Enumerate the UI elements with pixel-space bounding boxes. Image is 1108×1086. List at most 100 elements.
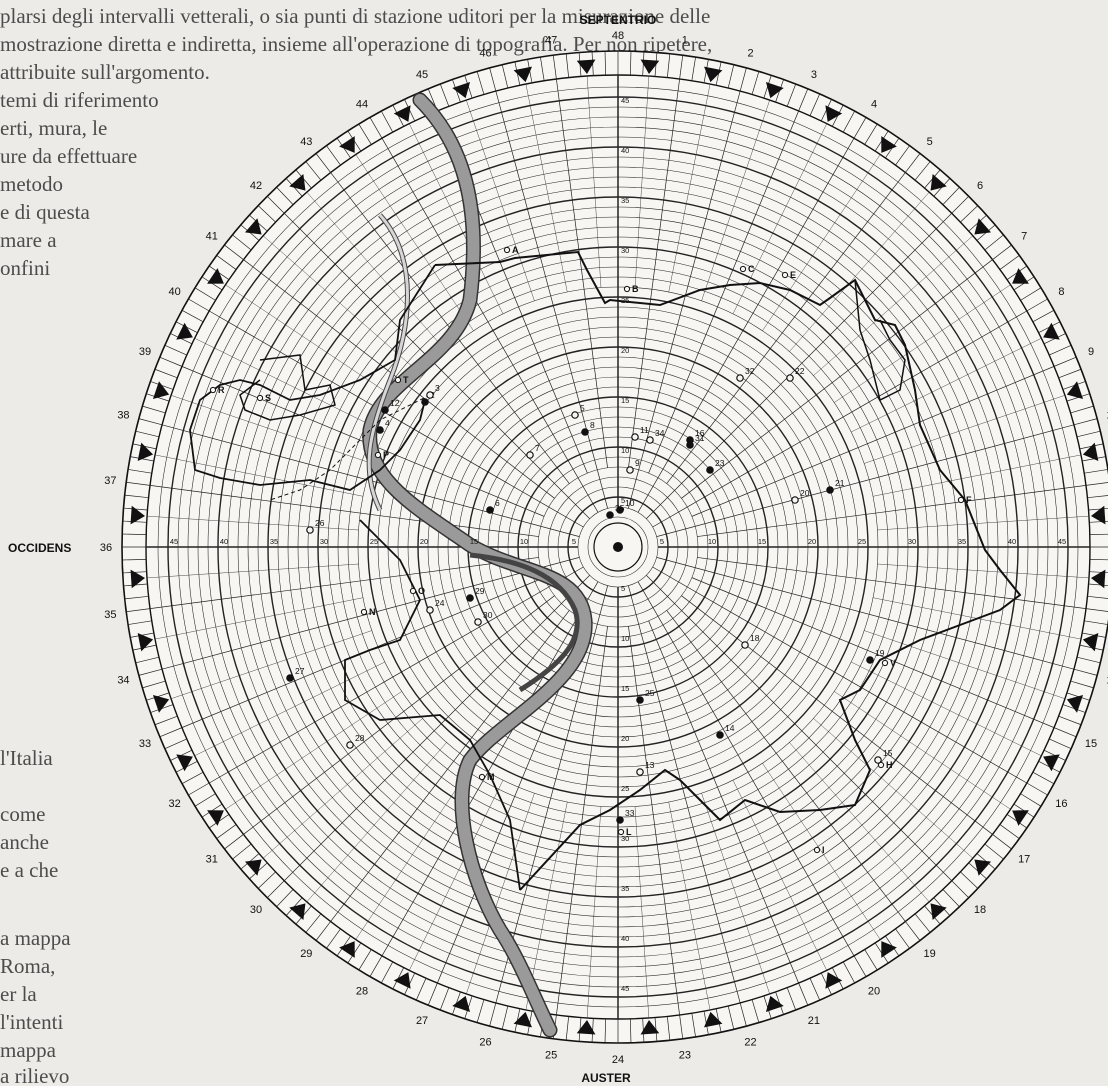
sector-number: 20 [868,985,880,997]
ring-distance-label: 35 [621,884,629,893]
outer-wall-route [434,250,1022,891]
sector-number: 24 [612,1054,624,1066]
sector-marker [1090,569,1106,589]
graduated-border [122,51,1108,1043]
ring-distance-label: 15 [621,396,629,405]
survey-point-number: 31 [695,433,705,443]
survey-point [686,441,694,449]
border-tick [786,987,797,1011]
bg-line-1: plarsi degli intervalli vetterali, o sia… [0,4,711,28]
route-letter: M [487,772,495,782]
border-tick [842,961,855,984]
route-vertex [409,587,417,595]
border-tick [315,153,331,173]
route-letter: T [403,375,409,385]
survey-point [716,731,724,739]
sector-number: 31 [206,854,218,866]
fine-radial-line [877,563,1090,579]
border-tick [999,255,1020,270]
wall-routes [189,246,1022,891]
border-tick [128,469,152,474]
ring-distance-label: 45 [621,96,629,105]
sector-marker [881,136,897,153]
ring-distance-label: 10 [621,446,629,455]
radial-line [656,424,1075,537]
bg-line-3: attribuite sull'argomento. [0,60,210,84]
border-tick [476,999,485,1023]
sector-number: 33 [139,738,151,750]
bg-line-12: come [0,802,46,826]
route-letter: V [890,658,896,668]
radial-line [556,78,608,468]
bg-line-6: ure da effettuare [0,144,138,168]
border-tick [809,978,821,1001]
minor-ring [587,516,649,578]
border-tick [439,987,450,1011]
radial-line [283,212,590,519]
border-tick [853,955,867,977]
radial-line [646,575,953,882]
map-labels: 4812345678910111213141516171819202122232… [100,30,1108,1066]
survey-point [376,426,384,434]
survey-point [631,433,639,441]
sector-marker [1012,810,1029,826]
border-tick [1053,727,1077,738]
sector-marker [244,859,262,876]
border-tick [489,67,497,92]
sector-number: 34 [117,675,129,687]
border-tick [951,880,969,898]
sector-number: 22 [744,1037,756,1049]
river-bend [469,552,580,693]
ring-distance-label: 20 [621,734,629,743]
border-tick [224,834,244,850]
fine-radial-line [146,515,359,531]
border-tick [992,244,1012,260]
route-letter: S [265,393,271,403]
bg-line-13: anche [0,830,49,854]
sector-marker [176,322,193,340]
border-tick [1049,738,1072,750]
east-loop-route [854,279,906,402]
fine-radial-line [732,123,827,314]
route-vertex [478,773,486,781]
fine-radial-line [851,338,1042,433]
fine-radial-line [225,284,402,403]
sector-marker [930,173,947,191]
radial-line [149,485,539,537]
border-tick [159,356,183,367]
fine-radial-line [355,763,474,940]
sector-marker [1090,505,1106,525]
sector-number: 38 [117,409,129,421]
radial-line [381,138,599,513]
survey-point-number: 21 [835,478,845,488]
survey-point [474,618,482,626]
survey-point-number: 32 [745,366,755,376]
route-letter: L [626,827,632,837]
ring-distance-label: 25 [621,296,629,305]
dashed-route [269,394,431,501]
fine-radial-line [355,154,474,331]
route-vertex [617,828,625,836]
border-tick [358,949,372,971]
ring-distance-label: 10 [520,537,528,546]
border-tick [1087,495,1108,499]
border-tick [666,53,671,78]
ring-distance-label: 25 [621,784,629,793]
border-tick [305,161,322,181]
ring-distance-label: 15 [470,537,478,546]
route-letter: F [966,495,972,505]
border-tick [1032,310,1055,323]
survey-point [346,741,354,749]
sector-number: 10 [1106,409,1108,421]
sector-number: 37 [104,475,116,487]
fine-radial-line [146,563,359,579]
ring-distance-label: 20 [808,537,816,546]
radial-line [628,585,741,1004]
sector-marker [825,972,843,989]
radial-line [691,366,1055,517]
sector-marker [393,972,411,989]
border-tick [1020,793,1042,807]
border-tick [126,608,151,613]
fine-radial-line [225,691,402,810]
ring-distance-label: 45 [1058,537,1066,546]
